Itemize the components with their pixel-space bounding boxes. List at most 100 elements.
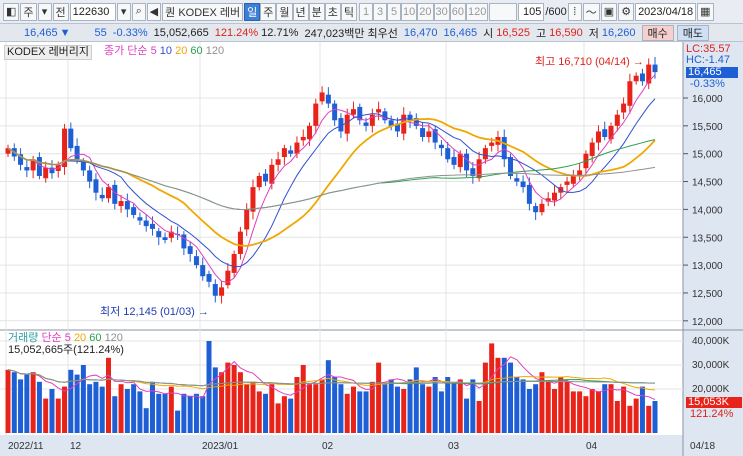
volume-bar: [237, 372, 243, 433]
vol-ma5-line: [7, 356, 656, 401]
range-input[interactable]: 105: [518, 2, 545, 21]
high-label: 고: [535, 27, 547, 40]
volume-bar: [269, 384, 275, 433]
interval-2[interactable]: 월: [276, 2, 293, 21]
volume-bar: [307, 384, 313, 433]
prev-button[interactable]: 전: [52, 2, 69, 21]
chevron-down-icon[interactable]: ▾: [37, 2, 52, 21]
speaker-icon[interactable]: ◀: [146, 2, 162, 21]
bid: 16,465: [443, 26, 478, 39]
count-10[interactable]: 10: [401, 2, 418, 21]
interval-4[interactable]: 분: [308, 2, 325, 21]
search-icon[interactable]: ⌕: [131, 2, 146, 21]
volume-bar: [288, 398, 294, 433]
count-3[interactable]: 3: [373, 2, 387, 21]
candle: [319, 92, 325, 102]
count-20[interactable]: 20: [417, 2, 434, 21]
gear-icon[interactable]: ⚙: [618, 2, 635, 21]
interval-0[interactable]: 일: [244, 2, 261, 21]
low-annotation: 최저 12,145 (01/03) →: [100, 306, 209, 318]
period-select[interactable]: 주: [20, 2, 37, 21]
y-tick-label: 15,000: [692, 150, 723, 161]
count-1[interactable]: 1: [359, 2, 373, 21]
price-chart[interactable]: 12,000 12,500 13,000 13,500 14,000 14,500 15,0…: [0, 42, 743, 456]
volume-bar: [181, 393, 187, 433]
volume-bar: [489, 343, 495, 433]
line-add-icon[interactable]: 〜: [582, 2, 600, 21]
vol-ratio: 121.24%: [214, 26, 259, 39]
candle: [570, 175, 576, 184]
volume-bar: [621, 386, 627, 433]
candle: [639, 73, 645, 82]
volume-bar: [646, 405, 652, 433]
candle: [62, 128, 68, 168]
ma60-label: 60: [190, 45, 203, 57]
candle: [313, 103, 319, 126]
y-tick-label: 13,000: [692, 261, 723, 272]
sell-button[interactable]: 매도: [676, 24, 710, 41]
candle: [589, 142, 595, 156]
volume-bar: [564, 381, 570, 433]
candle-add-icon[interactable]: ⁞: [567, 2, 582, 21]
candle: [168, 231, 174, 238]
candle: [426, 131, 432, 137]
interval-5[interactable]: 초: [324, 2, 341, 21]
volume-bar: [558, 377, 564, 433]
volume-bar: [508, 362, 514, 433]
volume-bar: [464, 398, 470, 433]
candle: [281, 148, 287, 158]
volume-bar: [639, 386, 645, 433]
save-icon[interactable]: ▣: [600, 2, 618, 21]
ma20-label: 20: [175, 45, 188, 57]
volume-bar: [294, 377, 300, 433]
count-30[interactable]: 30: [433, 2, 450, 21]
code-input[interactable]: 122630: [69, 2, 116, 21]
volume-bar: [11, 372, 17, 433]
volume-bar: [338, 384, 344, 433]
open: 16,525: [496, 26, 530, 39]
volume-bar: [325, 360, 331, 433]
candle: [80, 161, 86, 171]
y-tick-label: 12,000: [692, 317, 723, 328]
candle: [112, 184, 118, 204]
ma-label: 종가 단순: [104, 45, 148, 57]
candle: [263, 173, 269, 182]
candle: [464, 153, 470, 171]
interval-6[interactable]: 틱: [340, 2, 357, 21]
count-5[interactable]: 5: [387, 2, 401, 21]
interval-1[interactable]: 주: [260, 2, 277, 21]
volume-bar: [420, 384, 426, 433]
volume-bar: [432, 377, 438, 433]
stock-name[interactable]: 퀀 KODEX 레버: [162, 2, 244, 21]
volume-bar: [93, 381, 99, 433]
best-label: 최우선: [367, 27, 398, 40]
count-120[interactable]: 120: [466, 2, 489, 21]
candle: [621, 103, 627, 113]
candle: [156, 231, 162, 238]
empty-select[interactable]: [489, 2, 518, 21]
interval-3[interactable]: 년: [292, 2, 309, 21]
vol-ma5: 5: [64, 332, 71, 344]
buy-button[interactable]: 매수: [641, 24, 674, 41]
change-pct: -0.33%: [112, 26, 148, 39]
date-input[interactable]: 2023/04/18: [635, 2, 697, 21]
volume-bar: [193, 393, 199, 433]
candle: [526, 184, 532, 204]
calendar-icon[interactable]: ▦: [697, 2, 714, 21]
count-60[interactable]: 60: [449, 2, 466, 21]
volume-bar: [482, 362, 488, 433]
volume-bar: [212, 367, 218, 433]
chevron-down-icon[interactable]: ▾: [116, 2, 131, 21]
panel-icon[interactable]: ◧: [3, 2, 20, 21]
volume-bar: [388, 379, 394, 433]
volume-bar: [595, 391, 601, 433]
candle: [118, 201, 124, 207]
volume-bar: [627, 405, 633, 433]
volume-bar: [470, 379, 476, 433]
volume-bar: [275, 403, 281, 433]
volume-bar: [281, 396, 287, 433]
volume-bar: [357, 391, 363, 433]
high: 16,590: [549, 26, 583, 39]
volume-bar: [533, 384, 539, 433]
